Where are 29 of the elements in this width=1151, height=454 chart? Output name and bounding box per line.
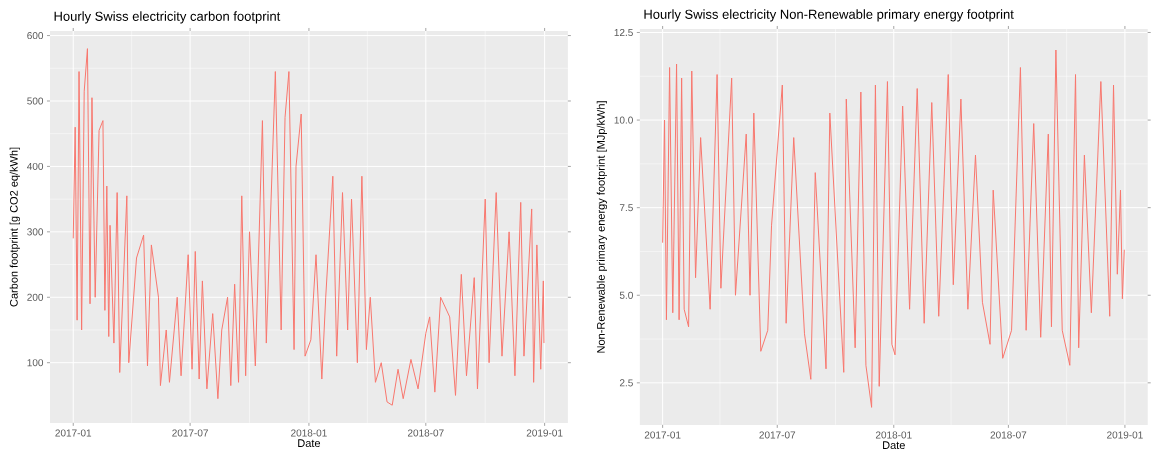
x-tick-label: 2017-01 [644,431,681,439]
x-axis-title: Date [298,439,321,448]
y-tick-label: 5.0 [619,291,633,299]
y-tick-label: 10.0 [614,116,633,124]
x-tick-label: 2018-07 [990,431,1027,439]
x-tick-label: 2018-01 [875,431,912,439]
chart-title: Hourly Swiss electricity carbon footprint [54,11,281,24]
x-tick-label: 2018-01 [291,429,327,437]
y-tick-label: 100 [27,359,44,367]
y-tick-label: 300 [27,228,44,236]
x-tick-label: 2019-01 [526,429,563,437]
line-series [662,49,1125,408]
y-tick-label: 400 [27,162,44,171]
y-axis-title: Carbon footprint [g CO2 eq/kWh] [9,147,20,307]
x-tick-label: 2017-07 [759,431,796,439]
x-tick-label: 2017-07 [172,429,208,437]
y-tick-label: 2.5 [619,379,633,387]
y-tick-label: 500 [27,97,44,105]
y-tick-label: 600 [27,32,44,40]
line-series [72,48,545,406]
x-tick-label: 2018-07 [407,429,444,437]
x-tick-label: 2017-01 [55,429,92,437]
y-tick-label: 12.5 [614,29,633,37]
y-tick-label: 200 [27,293,44,301]
x-tick-label: 2019-01 [1107,431,1143,439]
x-axis-title: Date [883,441,905,450]
chart-title: Hourly Swiss electricity Non-Renewable primary energy footprint [644,9,1014,22]
y-axis-title: Non-Renewable primary energy footprint [MJp/kWh] [596,101,607,353]
y-tick-label: 7.5 [619,204,633,212]
